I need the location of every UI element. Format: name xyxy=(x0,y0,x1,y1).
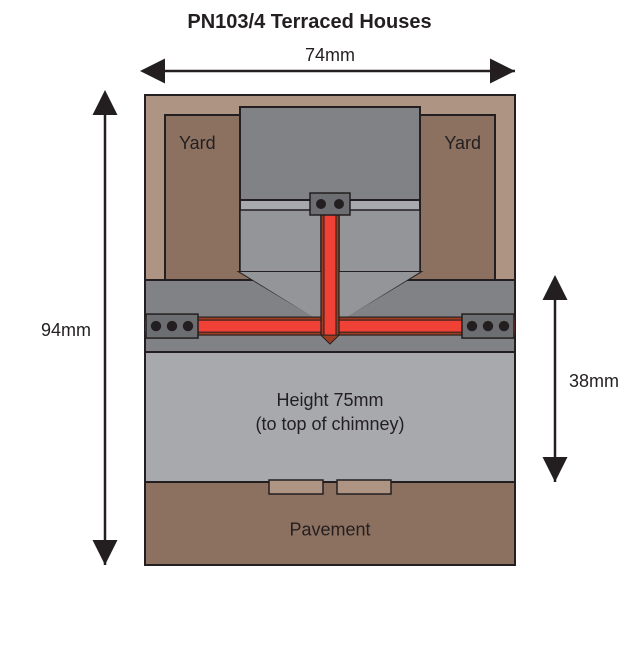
chimney-rear-pot xyxy=(316,199,326,209)
yard-left-label: Yard xyxy=(179,133,216,153)
chimney-left-pot xyxy=(151,321,161,331)
chimney-left-pot xyxy=(183,321,193,331)
chimney-rear-pot xyxy=(334,199,344,209)
title: PN103/4 Terraced Houses xyxy=(187,11,431,33)
chimney-right-pot xyxy=(499,321,509,331)
door-step-right xyxy=(337,480,391,494)
pavement-label: Pavement xyxy=(289,520,370,540)
dim-height-label: 94mm xyxy=(41,320,91,340)
chimney-left-pot xyxy=(167,321,177,331)
chimney-right-pot xyxy=(483,321,493,331)
dim-width-label: 74mm xyxy=(305,45,355,65)
yard-right-label: Yard xyxy=(444,133,481,153)
ridge-inner-v xyxy=(324,214,336,335)
door-step-left xyxy=(269,480,323,494)
chimney-right-pot xyxy=(467,321,477,331)
extension-top xyxy=(240,107,420,200)
height-label-2: (to top of chimney) xyxy=(255,414,404,434)
dim-partial-label: 38mm xyxy=(569,371,619,391)
height-label-1: Height 75mm xyxy=(276,390,383,410)
